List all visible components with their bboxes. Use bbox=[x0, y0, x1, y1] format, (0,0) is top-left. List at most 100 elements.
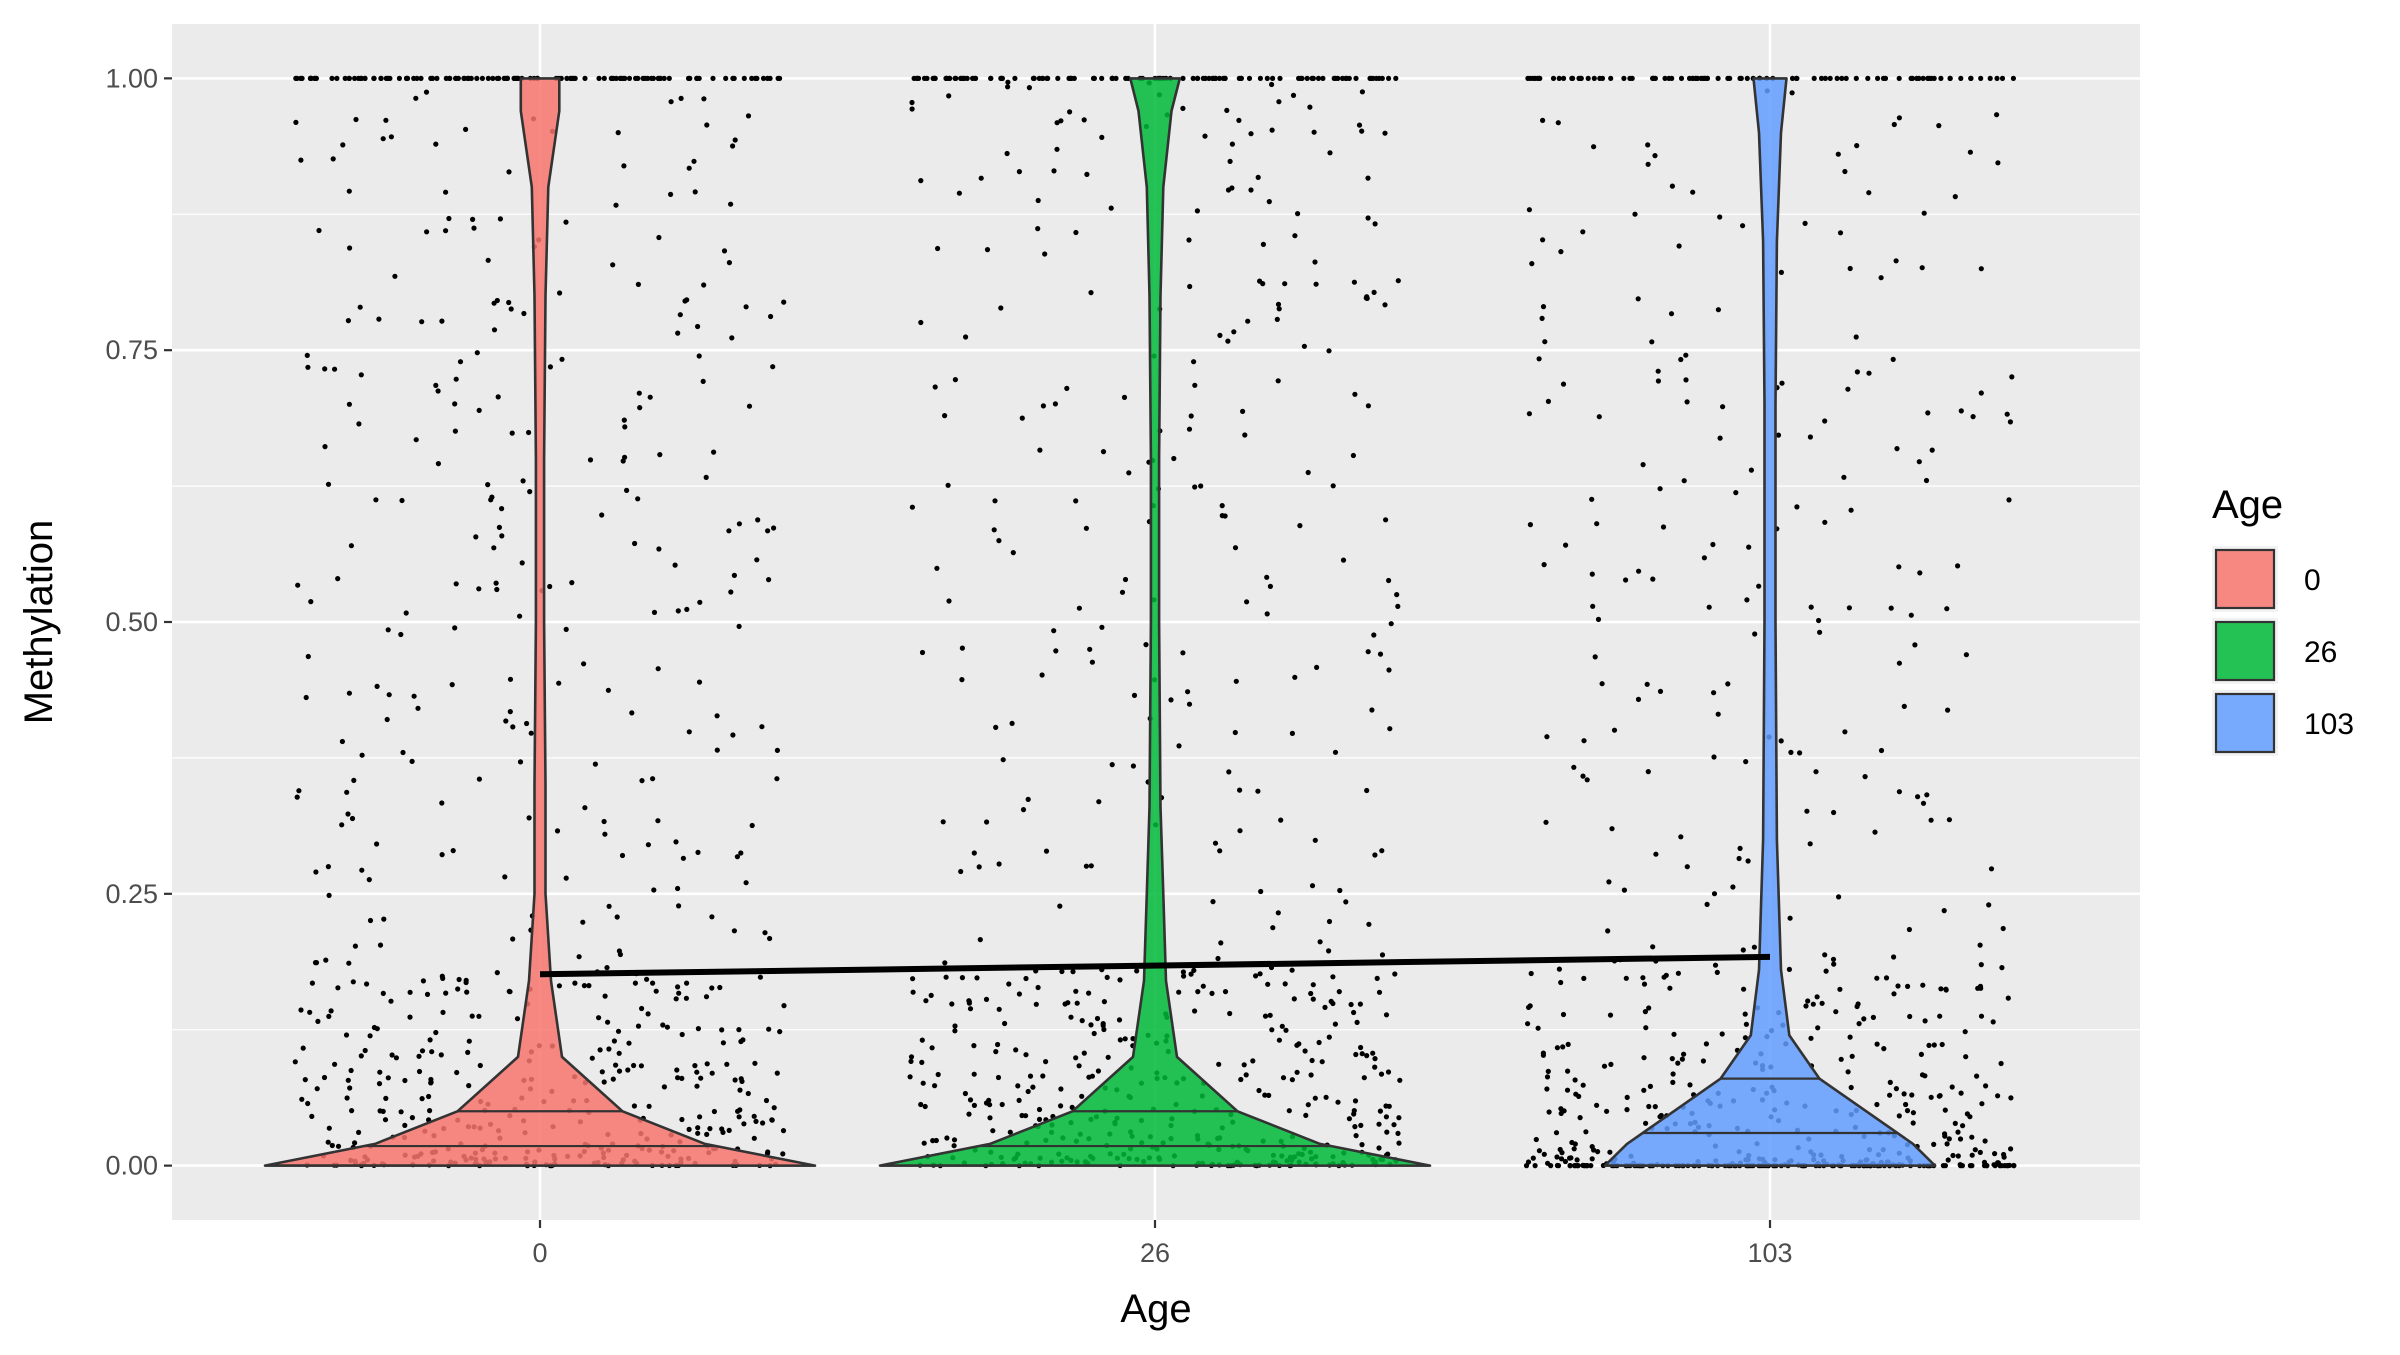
jitter-point bbox=[1212, 840, 1219, 846]
jitter-point bbox=[1736, 855, 1742, 862]
jitter-point bbox=[1526, 1004, 1532, 1011]
jitter-point bbox=[488, 497, 494, 503]
jitter-point bbox=[1292, 233, 1298, 239]
jitter-point bbox=[1942, 1133, 1948, 1139]
jitter-point bbox=[951, 1137, 958, 1143]
jitter-point bbox=[1624, 1107, 1630, 1113]
jitter-point bbox=[308, 75, 314, 81]
jitter-point bbox=[1751, 944, 1757, 950]
jitter-point bbox=[1310, 982, 1316, 988]
jitter-point bbox=[415, 705, 421, 711]
jitter-point bbox=[1746, 544, 1752, 550]
jitter-point bbox=[1608, 1061, 1614, 1067]
jitter-point bbox=[450, 848, 456, 854]
jitter-point bbox=[1928, 817, 1934, 823]
jitter-point bbox=[494, 586, 500, 593]
jitter-point bbox=[759, 724, 765, 730]
jitter-point bbox=[1669, 1056, 1675, 1062]
jitter-point bbox=[440, 975, 446, 982]
jitter-point bbox=[909, 106, 915, 112]
jitter-point bbox=[918, 319, 924, 326]
jitter-point bbox=[1371, 632, 1377, 638]
jitter-point bbox=[1340, 557, 1347, 563]
jitter-point bbox=[1950, 1152, 1956, 1159]
jitter-point bbox=[527, 489, 533, 495]
jitter-point bbox=[1104, 974, 1110, 981]
jitter-point bbox=[1188, 413, 1194, 419]
jitter-point bbox=[1999, 75, 2006, 81]
jitter-point bbox=[680, 855, 687, 861]
jitter-point bbox=[932, 1083, 938, 1089]
jitter-point bbox=[556, 983, 563, 989]
jitter-point bbox=[384, 716, 390, 723]
jitter-point bbox=[1955, 1153, 1961, 1159]
jitter-point bbox=[1569, 1139, 1575, 1146]
jitter-point bbox=[455, 75, 461, 81]
jitter-point bbox=[419, 1048, 426, 1054]
jitter-point bbox=[631, 1062, 637, 1069]
jitter-point bbox=[764, 75, 771, 81]
jitter-point bbox=[1528, 970, 1534, 977]
jitter-point bbox=[1958, 1090, 1964, 1096]
jitter-point bbox=[346, 188, 352, 194]
jitter-point bbox=[1545, 398, 1551, 404]
jitter-point bbox=[694, 1083, 700, 1089]
jitter-point bbox=[424, 991, 431, 998]
jitter-point bbox=[621, 417, 627, 423]
jitter-point bbox=[1245, 318, 1251, 324]
jitter-point bbox=[1652, 1104, 1658, 1110]
jitter-point bbox=[686, 1126, 692, 1132]
jitter-point bbox=[731, 928, 738, 934]
jitter-point bbox=[359, 867, 365, 873]
jitter-point bbox=[1967, 1163, 1973, 1169]
jitter-point bbox=[1608, 75, 1614, 81]
jitter-point bbox=[1853, 334, 1859, 340]
jitter-point bbox=[303, 694, 309, 701]
jitter-point bbox=[1554, 1045, 1560, 1051]
jitter-point bbox=[963, 334, 969, 340]
jitter-point bbox=[1970, 414, 1976, 420]
jitter-point bbox=[2010, 75, 2016, 81]
jitter-point bbox=[1386, 667, 1392, 673]
jitter-point bbox=[730, 143, 736, 149]
jitter-point bbox=[619, 852, 626, 859]
jitter-point bbox=[1122, 576, 1129, 583]
jitter-point bbox=[1794, 75, 1800, 81]
jitter-point bbox=[745, 113, 752, 119]
jitter-point bbox=[984, 819, 990, 825]
jitter-point bbox=[1870, 1014, 1876, 1021]
jitter-point bbox=[1925, 75, 1931, 81]
jitter-point bbox=[1282, 281, 1288, 287]
jitter-point bbox=[1303, 1112, 1309, 1118]
jitter-point bbox=[1645, 142, 1651, 148]
jitter-point bbox=[1849, 1053, 1855, 1059]
jitter-point bbox=[1525, 75, 1531, 81]
jitter-point bbox=[1012, 75, 1018, 81]
jitter-point bbox=[645, 842, 652, 848]
jitter-point bbox=[940, 819, 946, 825]
y-tick-label: 0.75 bbox=[105, 335, 158, 365]
jitter-point bbox=[1931, 1141, 1937, 1147]
jitter-point bbox=[428, 1079, 434, 1085]
jitter-point bbox=[1580, 229, 1586, 235]
jitter-point bbox=[1778, 269, 1784, 275]
jitter-point bbox=[520, 478, 526, 484]
y-tick-label: 0.00 bbox=[105, 1151, 158, 1181]
jitter-point bbox=[426, 1093, 432, 1100]
jitter-point bbox=[1894, 446, 1900, 452]
jitter-point bbox=[668, 99, 674, 105]
jitter-point bbox=[601, 75, 607, 81]
jitter-point bbox=[373, 497, 379, 503]
jitter-point bbox=[1621, 887, 1627, 893]
jitter-point bbox=[987, 1115, 993, 1121]
jitter-point bbox=[1218, 940, 1224, 946]
jitter-point bbox=[1740, 947, 1746, 953]
jitter-point bbox=[1540, 237, 1546, 243]
jitter-point bbox=[1536, 1148, 1542, 1154]
jitter-point bbox=[601, 818, 607, 825]
jitter-point bbox=[1558, 1110, 1564, 1116]
jitter-point bbox=[1822, 952, 1828, 958]
jitter-point bbox=[1924, 792, 1930, 798]
jitter-point bbox=[992, 498, 998, 504]
jitter-point bbox=[1666, 75, 1672, 81]
